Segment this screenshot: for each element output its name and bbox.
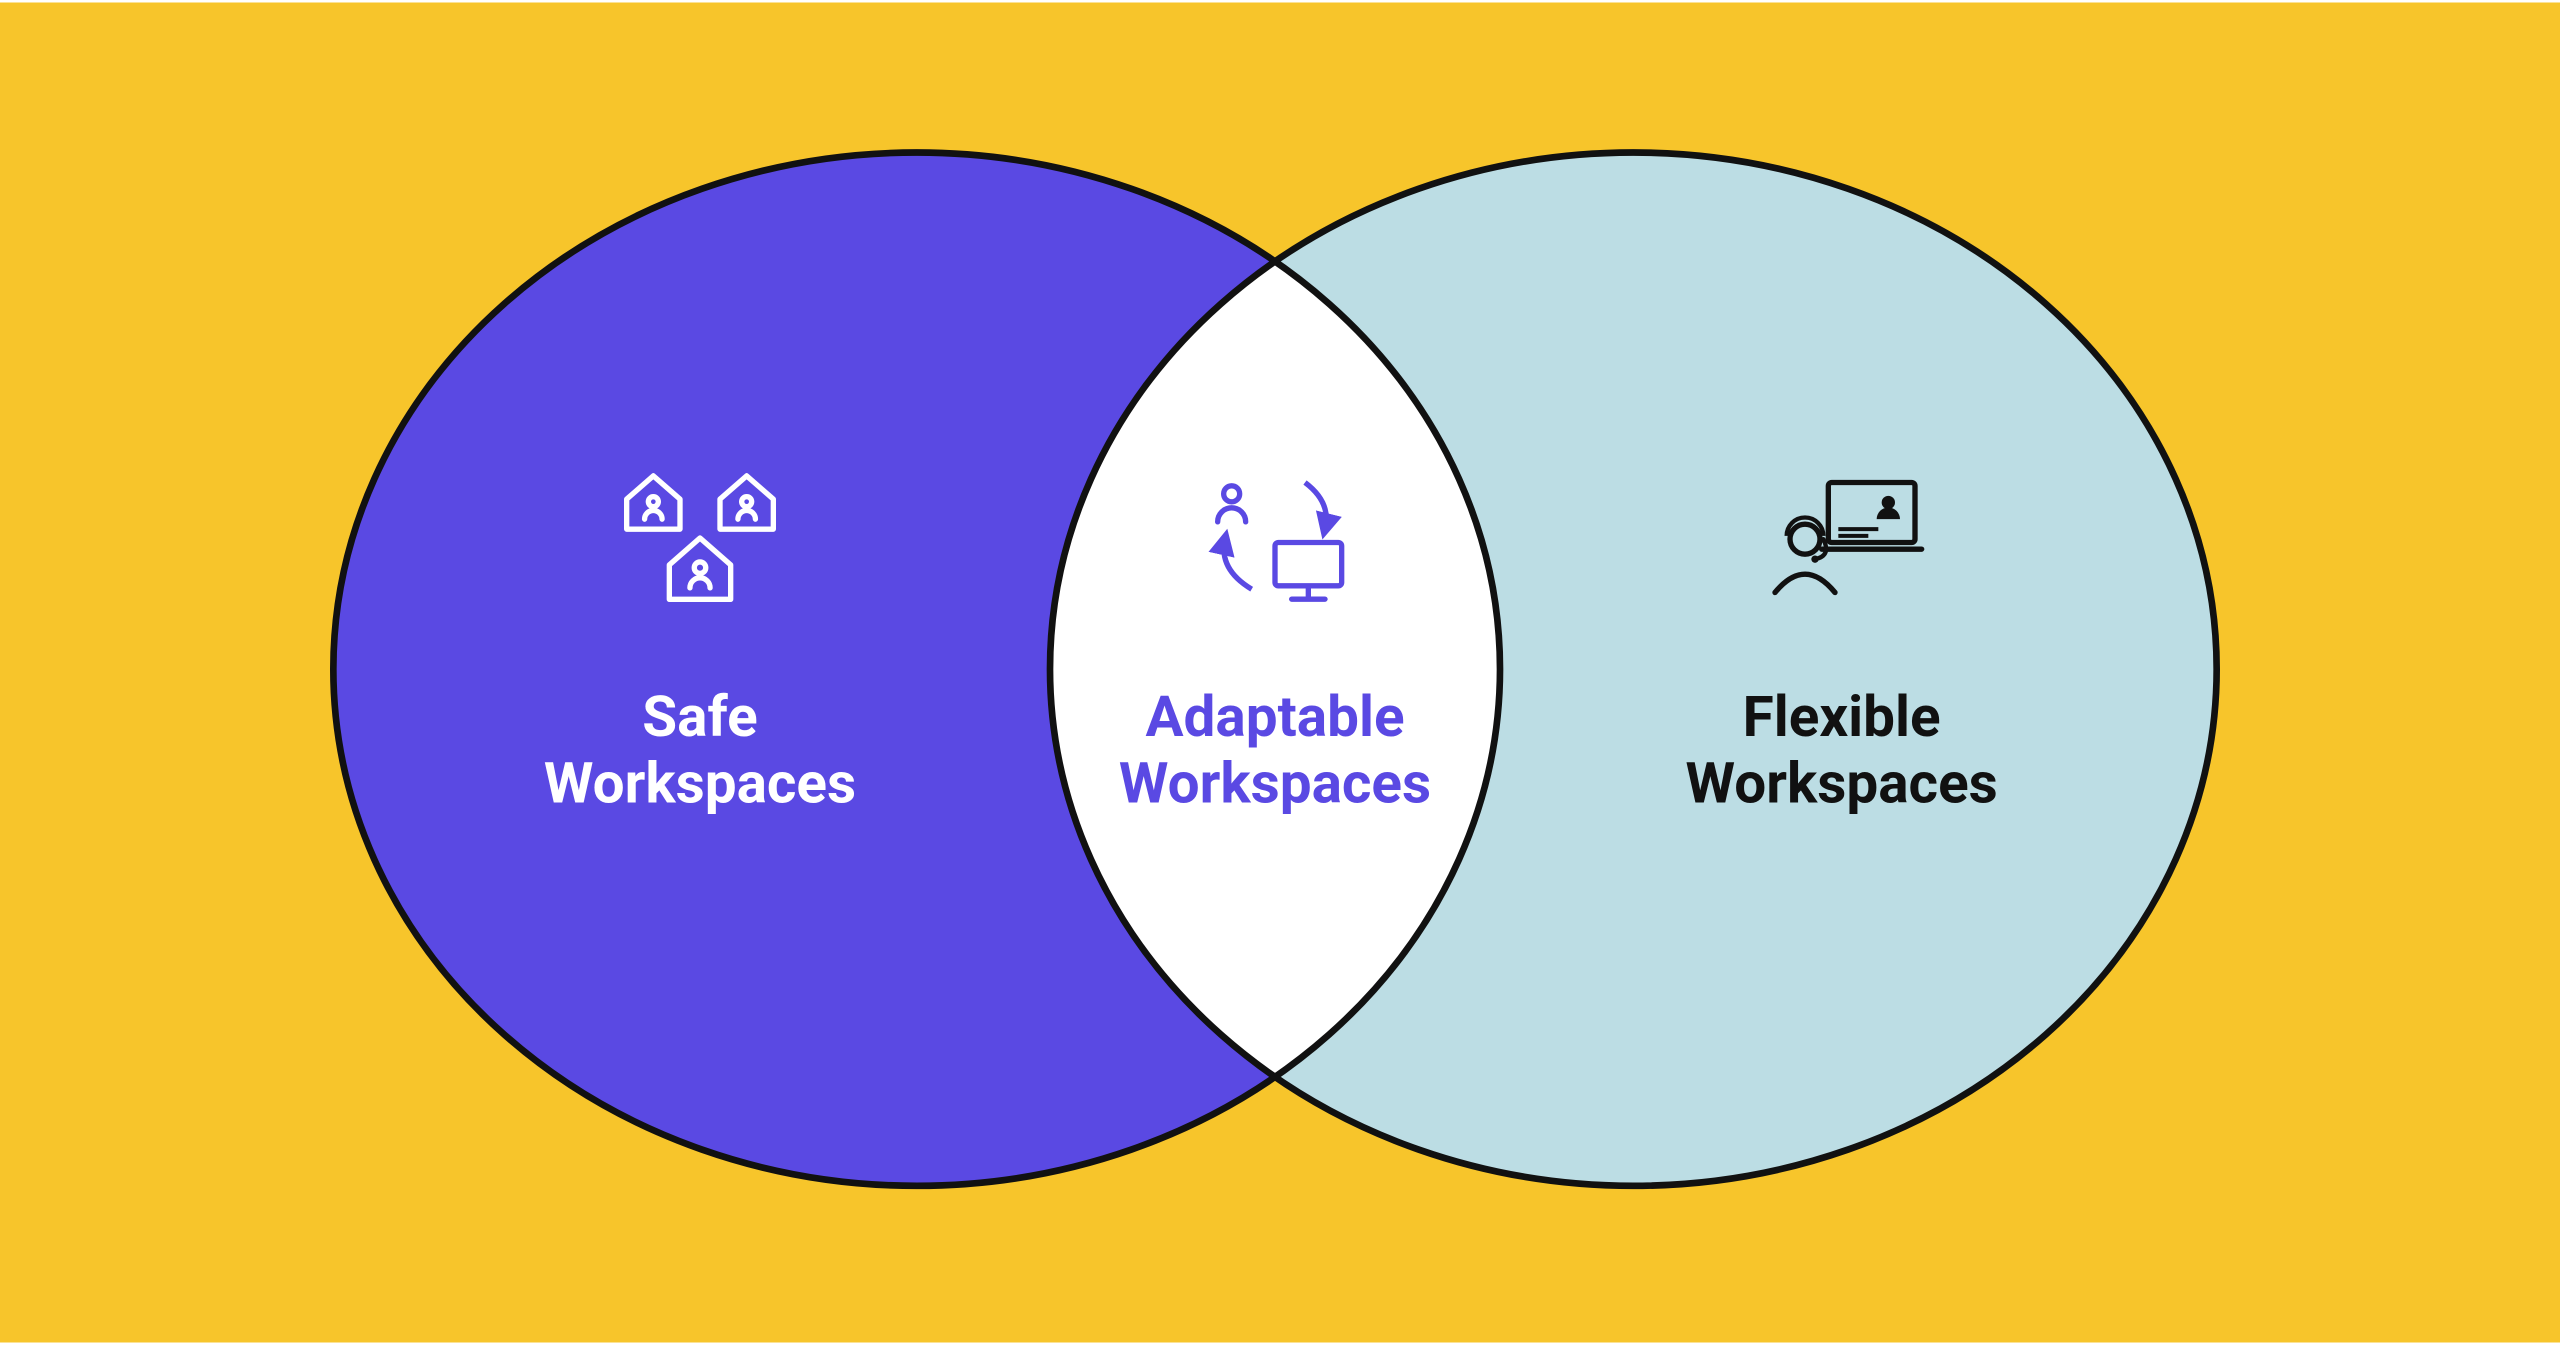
right-title-line2: Workspaces <box>1686 750 1998 817</box>
left-title-line1: Safe <box>642 683 757 750</box>
left-title-line2: Workspaces <box>544 750 856 817</box>
center-title-line1: Adaptable <box>1145 683 1404 750</box>
center-title-line2: Workspaces <box>1119 750 1431 817</box>
venn-diagram: SafeWorkspacesAdaptableWorkspacesFlexibl… <box>0 0 2560 1345</box>
venn-svg: SafeWorkspacesAdaptableWorkspacesFlexibl… <box>0 0 2560 1345</box>
right-title-line1: Flexible <box>1743 683 1941 750</box>
